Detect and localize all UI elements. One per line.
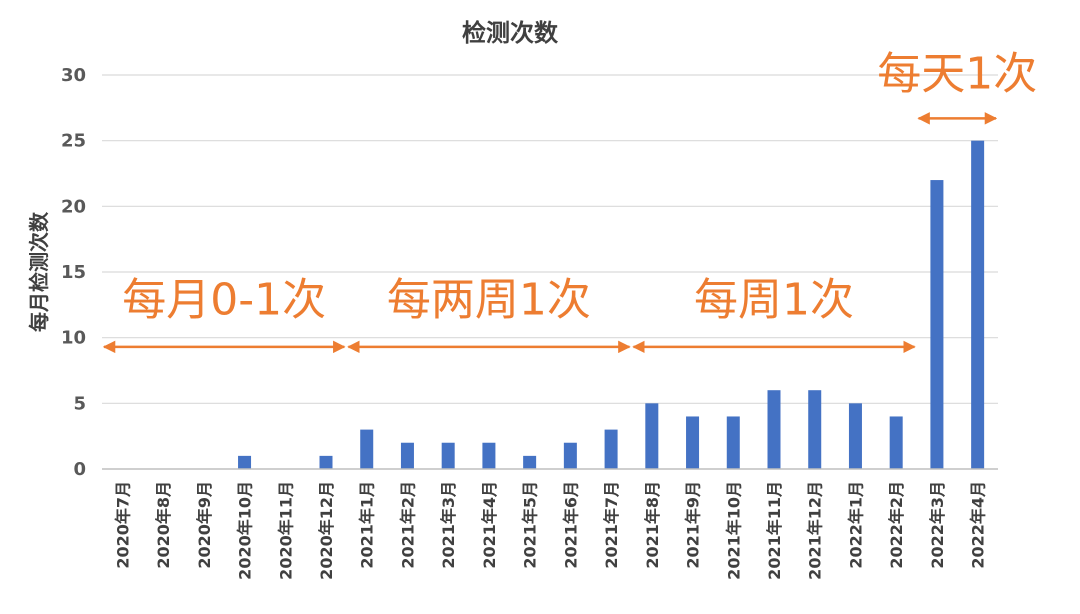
y-tick-label: 0	[73, 459, 86, 480]
grid-lines	[102, 74, 998, 404]
bar-14	[686, 416, 700, 469]
y-tick-label: 10	[61, 328, 86, 349]
x-tick-label: 2021年9月	[684, 481, 703, 569]
x-tick-label: 2021年3月	[439, 481, 458, 569]
bar-15	[726, 416, 740, 469]
annotation-text: 每周1次	[694, 274, 854, 325]
bar-17	[808, 390, 822, 469]
x-tick-label: 2021年4月	[480, 481, 499, 569]
x-tick-label: 2021年7月	[602, 481, 621, 569]
x-tick-label: 2021年5月	[521, 481, 540, 569]
y-tick-label: 25	[61, 131, 86, 152]
x-tick-label: 2020年8月	[154, 481, 173, 569]
x-tick-label: 2021年11月	[765, 481, 784, 580]
y-axis-ticks: 0 5 10 15 20 25 30	[61, 65, 86, 480]
bar-3	[238, 455, 252, 469]
bar-21	[971, 140, 985, 469]
x-tick-label: 2020年11月	[276, 481, 295, 580]
bar-9	[482, 442, 496, 469]
bar-8	[441, 442, 455, 469]
x-tick-label: 2021年6月	[561, 481, 580, 569]
y-tick-label: 5	[73, 393, 86, 414]
bar-10	[523, 455, 537, 469]
x-tick-label: 2021年1月	[358, 481, 377, 569]
bar-12	[604, 429, 618, 469]
x-tick-label: 2021年8月	[643, 481, 662, 569]
bar-11	[563, 442, 577, 469]
x-tick-label: 2022年1月	[846, 481, 865, 569]
y-axis-label: 每月检测次数	[27, 211, 51, 332]
annotation-text: 每月0-1次	[122, 274, 326, 325]
bar-20	[930, 180, 944, 470]
x-axis-ticks: 2020年7月 2020年8月 2020年9月 2020年10月 2020年11月 202…	[113, 481, 987, 580]
x-tick-label: 2020年9月	[195, 481, 214, 569]
chart-title: 检测次数	[462, 19, 559, 47]
y-tick-label: 30	[61, 65, 86, 86]
bar-7	[400, 442, 414, 469]
x-tick-label: 2020年7月	[113, 481, 132, 569]
bar-13	[645, 403, 659, 469]
bar-19	[889, 416, 903, 469]
y-tick-label: 20	[61, 196, 86, 217]
x-tick-label: 2022年3月	[928, 481, 947, 569]
x-tick-label: 2022年4月	[969, 481, 988, 569]
bar-6	[360, 429, 374, 469]
x-tick-label: 2020年10月	[236, 481, 255, 580]
annotations: 每月0-1次 每两周1次 每周1次 每天1次	[102, 48, 1037, 354]
x-tick-label: 2021年2月	[398, 481, 417, 569]
annotation-text: 每两周1次	[387, 274, 591, 325]
x-tick-label: 2022年2月	[887, 481, 906, 569]
bar-5	[319, 455, 333, 469]
x-tick-label: 2020年12月	[317, 481, 336, 580]
bar-18	[848, 403, 862, 469]
x-tick-label: 2021年12月	[806, 481, 825, 580]
y-tick-label: 15	[61, 262, 86, 283]
bars	[238, 140, 985, 470]
annotation-text: 每天1次	[877, 48, 1037, 99]
x-tick-label: 2021年10月	[724, 481, 743, 580]
bar-16	[767, 390, 781, 469]
